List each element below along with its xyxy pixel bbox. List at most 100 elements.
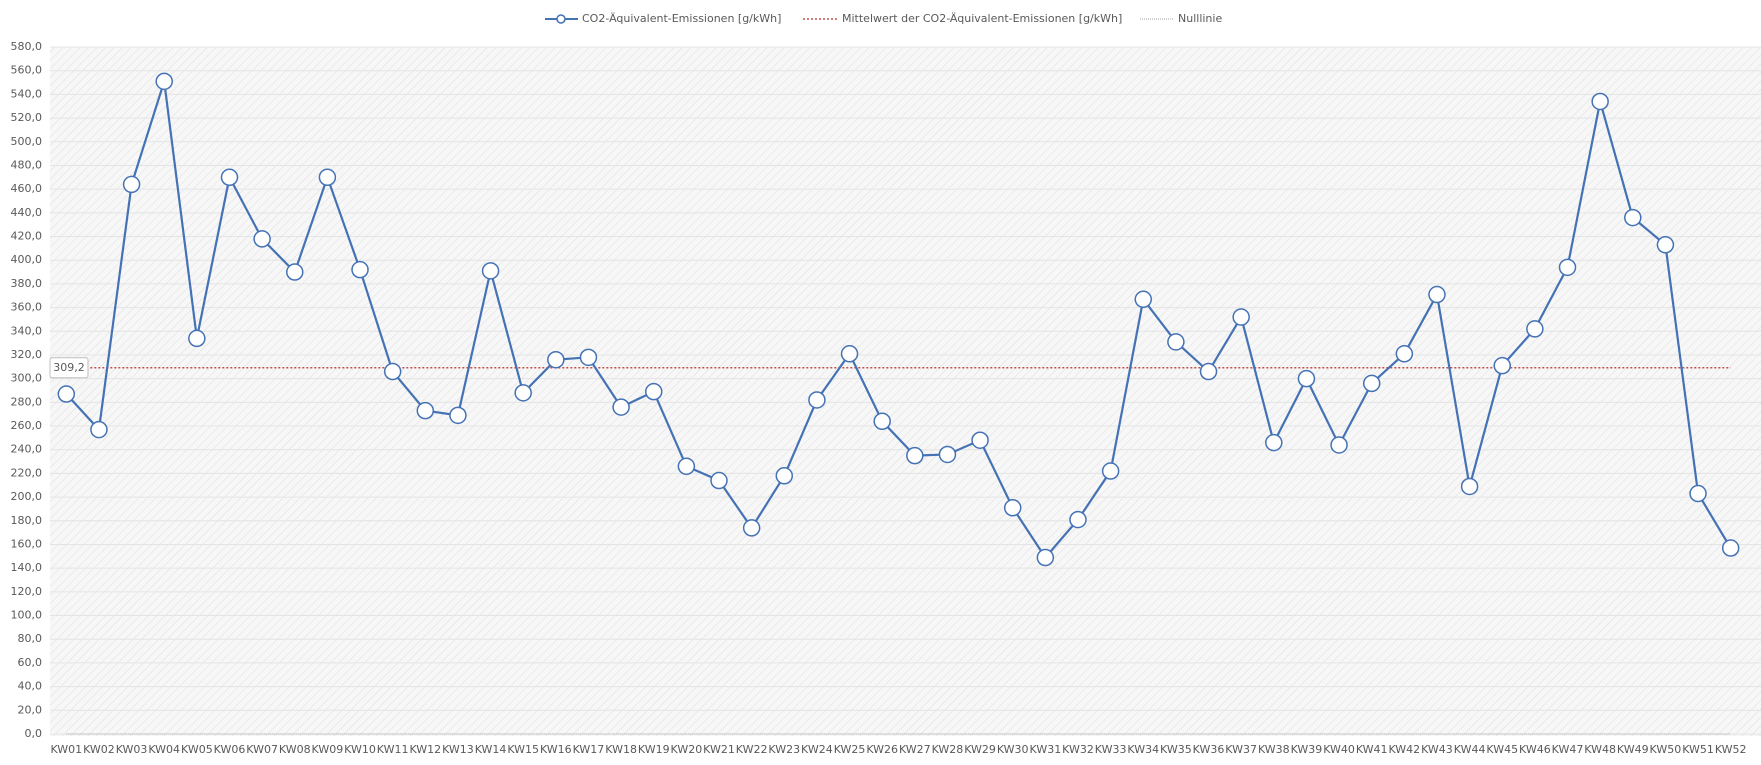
y-tick-label: 120,0 bbox=[11, 585, 43, 598]
point bbox=[742, 519, 761, 537]
point bbox=[1003, 499, 1022, 517]
x-tick-label: KW30 bbox=[997, 743, 1029, 756]
x-tick-label: KW35 bbox=[1160, 743, 1192, 756]
x-tick-label: KW32 bbox=[1062, 743, 1094, 756]
point bbox=[938, 445, 957, 464]
x-tick-label: KW50 bbox=[1650, 743, 1682, 756]
y-tick-label: 60,0 bbox=[18, 656, 43, 669]
x-tick-label: KW37 bbox=[1225, 743, 1257, 756]
x-tick-label: KW46 bbox=[1519, 743, 1551, 756]
x-tick-label: KW44 bbox=[1454, 743, 1486, 756]
point bbox=[873, 412, 891, 431]
x-tick-label: KW49 bbox=[1617, 743, 1649, 756]
point bbox=[775, 467, 794, 485]
y-tick-label: 0,0 bbox=[25, 727, 43, 740]
x-tick-label: KW43 bbox=[1421, 743, 1453, 756]
point bbox=[677, 457, 696, 476]
point bbox=[971, 431, 989, 449]
y-tick-label: 260,0 bbox=[11, 419, 43, 432]
y-tick-label: 300,0 bbox=[11, 372, 43, 385]
plot-area bbox=[50, 47, 1761, 736]
point bbox=[90, 420, 108, 439]
point bbox=[1558, 258, 1577, 277]
y-tick-label: 180,0 bbox=[11, 514, 43, 527]
x-tick-label: KW11 bbox=[377, 743, 409, 756]
x-tick-label: KW52 bbox=[1715, 743, 1747, 756]
x-tick-label: KW51 bbox=[1682, 743, 1714, 756]
point bbox=[1624, 208, 1642, 227]
y-tick-label: 440,0 bbox=[11, 206, 43, 219]
x-tick-label: KW12 bbox=[409, 743, 441, 756]
point bbox=[1493, 356, 1511, 375]
point bbox=[1395, 345, 1414, 363]
y-tick-label: 380,0 bbox=[11, 277, 43, 290]
point bbox=[1689, 484, 1707, 503]
point bbox=[514, 384, 532, 402]
x-tick-label: KW25 bbox=[834, 743, 866, 756]
x-tick-label: KW27 bbox=[899, 743, 931, 756]
point bbox=[286, 263, 304, 281]
y-tick-label: 420,0 bbox=[11, 230, 43, 243]
x-tick-label: KW05 bbox=[181, 743, 213, 756]
point bbox=[808, 391, 826, 409]
x-tick-label: KW31 bbox=[1030, 743, 1062, 756]
legend-label: Nulllinie bbox=[1178, 12, 1222, 25]
y-tick-label: 520,0 bbox=[11, 111, 43, 124]
y-tick-label: 560,0 bbox=[11, 64, 43, 77]
value-label-box bbox=[49, 357, 89, 379]
y-tick-label: 160,0 bbox=[11, 537, 43, 550]
x-tick-label: KW14 bbox=[475, 743, 507, 756]
x-tick-label: KW36 bbox=[1193, 743, 1225, 756]
y-tick-label: 80,0 bbox=[18, 632, 43, 645]
x-tick-label: KW20 bbox=[671, 743, 703, 756]
y-tick-label: 540,0 bbox=[11, 87, 43, 100]
y-tick-label: 200,0 bbox=[11, 490, 43, 503]
y-tick-label: 360,0 bbox=[11, 301, 43, 314]
x-tick-label: KW07 bbox=[246, 743, 278, 756]
point bbox=[710, 471, 728, 490]
y-tick-label: 500,0 bbox=[11, 135, 43, 148]
y-tick-label: 320,0 bbox=[11, 348, 43, 361]
x-tick-label: KW26 bbox=[866, 743, 898, 756]
y-tick-label: 40,0 bbox=[18, 680, 43, 693]
x-tick-label: KW01 bbox=[50, 743, 82, 756]
y-tick-label: 140,0 bbox=[11, 561, 43, 574]
x-tick-label: KW10 bbox=[344, 743, 376, 756]
point bbox=[1199, 362, 1218, 381]
x-tick-label: KW22 bbox=[736, 743, 768, 756]
y-tick-label: 100,0 bbox=[11, 609, 43, 622]
legend-label: Mittelwert der CO2-Äquivalent-Emissionen… bbox=[842, 12, 1122, 25]
x-tick-label: KW39 bbox=[1291, 743, 1323, 756]
y-tick-label: 20,0 bbox=[18, 703, 43, 716]
point bbox=[449, 406, 467, 425]
x-tick-label: KW17 bbox=[573, 743, 605, 756]
x-tick-label: KW18 bbox=[605, 743, 637, 756]
point bbox=[840, 345, 859, 363]
x-tick-label: KW21 bbox=[703, 743, 735, 756]
point bbox=[1297, 369, 1316, 388]
x-tick-label: KW15 bbox=[507, 743, 539, 756]
point bbox=[155, 72, 173, 91]
point bbox=[1721, 539, 1740, 557]
x-tick-label: KW16 bbox=[540, 743, 572, 756]
point bbox=[906, 446, 924, 465]
point bbox=[1656, 236, 1675, 254]
x-tick-label: KW06 bbox=[214, 743, 246, 756]
x-tick-label: KW47 bbox=[1552, 743, 1584, 756]
point bbox=[351, 260, 369, 279]
x-tick-label: KW02 bbox=[83, 743, 115, 756]
x-tick-label: KW24 bbox=[801, 743, 833, 756]
y-tick-label: 340,0 bbox=[11, 324, 43, 337]
x-tick-label: KW13 bbox=[442, 743, 474, 756]
point bbox=[1526, 320, 1544, 338]
legend-marker bbox=[556, 14, 566, 24]
x-tick-label: KW34 bbox=[1127, 743, 1159, 756]
point bbox=[57, 385, 76, 403]
point bbox=[579, 348, 598, 367]
point bbox=[612, 398, 630, 416]
point bbox=[644, 382, 663, 401]
point bbox=[1362, 374, 1381, 393]
point bbox=[1036, 548, 1055, 567]
point bbox=[1167, 333, 1185, 351]
